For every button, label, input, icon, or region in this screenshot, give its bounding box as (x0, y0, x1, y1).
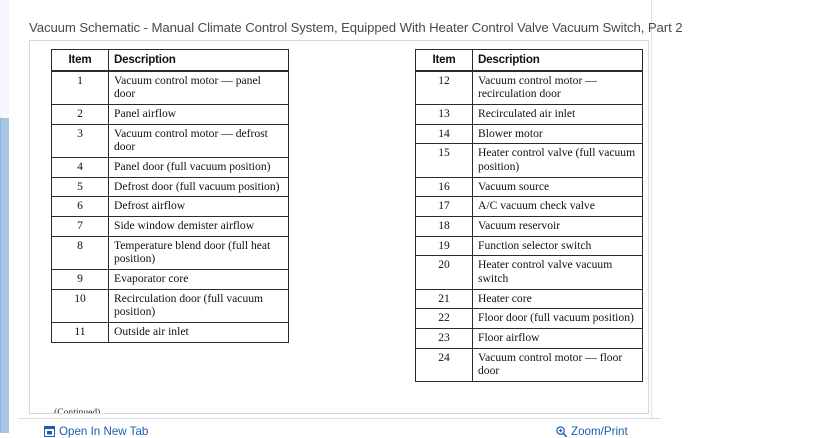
cell-item: 19 (415, 235, 473, 257)
cell-description: Panel airflow (108, 104, 289, 125)
table-row: 18 Vacuum reservoir (415, 216, 643, 237)
cell-item: 8 (51, 235, 109, 271)
table-row: 8 Temperature blend door (full heat posi… (51, 235, 289, 271)
cell-description: Vacuum reservoir (472, 216, 643, 237)
cell-item: 6 (51, 196, 109, 218)
table-row: 1 Vacuum control motor — panel door (51, 70, 289, 106)
cell-description: Recirculated air inlet (472, 104, 643, 125)
cell-description: Vacuum control motor — panel door (108, 70, 289, 106)
table-row: 3 Vacuum control motor — defrost door (51, 123, 289, 159)
cell-description: Recirculation door (full vacuum position… (108, 288, 289, 324)
column-header-description: Description (108, 48, 289, 72)
cell-description: Vacuum control motor — defrost door (108, 123, 289, 159)
cell-description: A/C vacuum check valve (472, 196, 643, 218)
cell-description: Temperature blend door (full heat positi… (108, 235, 289, 271)
cell-item: 12 (415, 70, 473, 106)
figure-action-bar: Open In New Tab Zoom/Print (18, 418, 661, 438)
cell-item: 4 (51, 157, 109, 178)
zoom-print-label: Zoom/Print (571, 425, 628, 438)
table-header-row: Item Description (415, 48, 643, 72)
open-in-new-tab-label: Open In New Tab (59, 425, 149, 438)
magnifier-plus-icon (556, 426, 567, 437)
cell-description: Panel door (full vacuum position) (108, 157, 289, 178)
cell-description: Heater core (472, 288, 643, 310)
cell-description: Heater control valve (full vacuum positi… (472, 143, 643, 178)
cell-item: 22 (415, 308, 473, 330)
table-row: 23 Floor airflow (415, 328, 643, 349)
table-row: 7 Side window demister airflow (51, 216, 289, 237)
table-row: 4 Panel door (full vacuum position) (51, 157, 289, 178)
table-row: 16 Vacuum source (415, 176, 643, 198)
cell-item: 1 (51, 70, 109, 106)
column-header-item: Item (51, 48, 109, 72)
cell-item: 2 (51, 104, 109, 125)
table-row: 14 Blower motor (415, 123, 643, 145)
table-row: 21 Heater core (415, 288, 643, 310)
legend-table-right: Item Description 12 Vacuum control motor… (415, 48, 643, 383)
cell-item: 17 (415, 196, 473, 218)
continued-note: (Continued) (54, 407, 101, 414)
content-panel: Vacuum Schematic - Manual Climate Contro… (9, 0, 683, 438)
table-row: 20 Heater control valve vacuum switch (415, 255, 643, 290)
cell-item: 18 (415, 216, 473, 237)
cell-item: 5 (51, 176, 109, 198)
cell-item: 7 (51, 216, 109, 237)
legend-table-left: Item Description 1 Vacuum control motor … (51, 48, 289, 343)
cell-description: Evaporator core (108, 269, 289, 290)
zoom-print-button[interactable]: Zoom/Print (556, 425, 628, 438)
table-row: 11 Outside air inlet (51, 322, 289, 343)
table-row: 10 Recirculation door (full vacuum posit… (51, 288, 289, 324)
table-row: 5 Defrost door (full vacuum position) (51, 176, 289, 198)
table-row: 15 Heater control valve (full vacuum pos… (415, 143, 643, 178)
open-in-new-tab-button[interactable]: Open In New Tab (44, 425, 148, 438)
cell-description: Outside air inlet (108, 322, 289, 343)
cell-description: Vacuum source (472, 176, 643, 198)
cell-description: Function selector switch (472, 235, 643, 257)
cell-description: Vacuum control motor — floor door (472, 347, 643, 383)
open-in-new-window-icon (44, 426, 55, 437)
cell-item: 3 (51, 123, 109, 159)
table-row: 2 Panel airflow (51, 104, 289, 125)
cell-description: Side window demister airflow (108, 216, 289, 237)
table-header-row: Item Description (51, 48, 289, 72)
cell-description: Defrost door (full vacuum position) (108, 176, 289, 198)
table-row: 17 A/C vacuum check valve (415, 196, 643, 218)
cell-item: 15 (415, 143, 473, 178)
cell-item: 13 (415, 104, 473, 125)
cell-description: Defrost airflow (108, 196, 289, 218)
cell-item: 9 (51, 269, 109, 290)
table-row: 13 Recirculated air inlet (415, 104, 643, 125)
cell-item: 11 (51, 322, 109, 343)
table-row: 19 Function selector switch (415, 235, 643, 257)
table-row: 12 Vacuum control motor — recirculation … (415, 70, 643, 106)
page-title: Vacuum Schematic - Manual Climate Contro… (29, 20, 683, 35)
cell-item: 14 (415, 123, 473, 145)
column-header-item: Item (415, 48, 473, 72)
cell-item: 10 (51, 288, 109, 324)
table-row: 24 Vacuum control motor — floor door (415, 347, 643, 383)
cell-item: 24 (415, 347, 473, 383)
page-scrollbar-track[interactable] (0, 0, 11, 433)
cell-description: Blower motor (472, 123, 643, 145)
table-row: 9 Evaporator core (51, 269, 289, 290)
cell-description: Vacuum control motor — recirculation doo… (472, 70, 643, 106)
cell-description: Floor airflow (472, 328, 643, 349)
cell-item: 16 (415, 176, 473, 198)
cell-description: Heater control valve vacuum switch (472, 255, 643, 290)
cell-item: 23 (415, 328, 473, 349)
cell-item: 20 (415, 255, 473, 290)
figure-image-frame[interactable]: Item Description 1 Vacuum control motor … (29, 40, 649, 414)
table-row: 6 Defrost airflow (51, 196, 289, 218)
column-header-description: Description (472, 48, 643, 72)
cell-item: 21 (415, 288, 473, 310)
cell-description: Floor door (full vacuum position) (472, 308, 643, 330)
table-row: 22 Floor door (full vacuum position) (415, 308, 643, 330)
